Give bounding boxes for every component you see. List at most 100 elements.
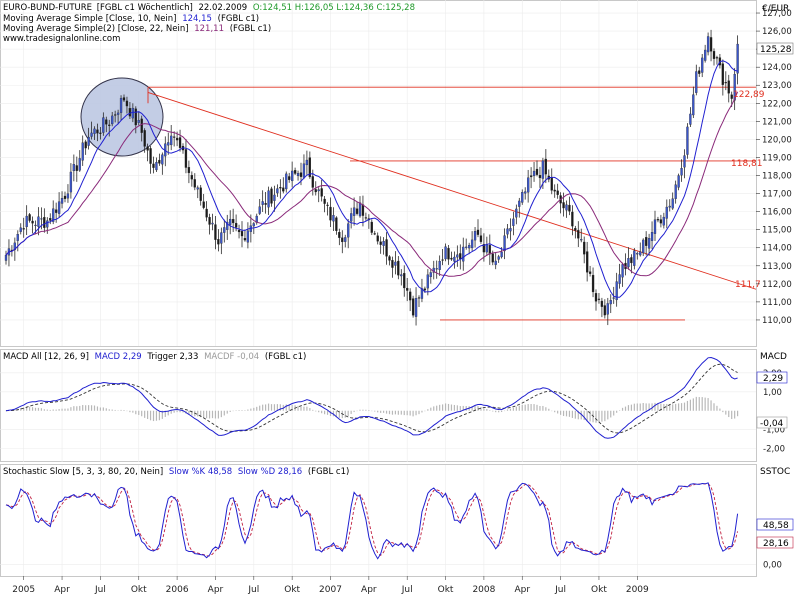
macd-histogram-bar: [303, 407, 304, 411]
macd-histogram-bar: [247, 410, 248, 411]
macd-histogram-bar: [312, 410, 313, 411]
macd-histogram-bar: [528, 404, 529, 411]
candle-body: [297, 173, 299, 176]
macd-histogram-bar: [135, 411, 136, 415]
macd-histogram-bar: [678, 403, 679, 410]
candle-body: [253, 223, 255, 226]
candle-body: [554, 190, 556, 191]
candle-body: [91, 133, 93, 137]
candle-body: [642, 240, 644, 253]
macd-histogram-bar: [480, 407, 481, 411]
candle-body: [492, 254, 494, 262]
macd-histogram-bar: [256, 407, 257, 411]
macd-histogram-bar: [433, 406, 434, 410]
macd-histogram-bar: [41, 408, 42, 411]
candle-body: [453, 257, 455, 261]
macd-tick-label: -2,00: [763, 445, 785, 455]
stoch-gridlines: [0, 465, 756, 577]
macd-value-text: MACD 2,29: [95, 352, 142, 362]
candle-body: [79, 158, 81, 170]
candle-body: [70, 172, 72, 192]
macd-histogram-bar: [300, 407, 301, 411]
macd-histogram-bar: [554, 411, 555, 412]
candle-body: [17, 234, 19, 241]
macd-histogram-bar: [115, 410, 116, 411]
candle-body: [259, 207, 261, 214]
candle-body: [347, 224, 349, 238]
macd-histogram-bar: [286, 404, 287, 410]
candle-body: [515, 209, 517, 217]
candle-body: [604, 306, 606, 316]
macd-histogram-bar: [460, 406, 461, 411]
candle-body: [430, 272, 432, 276]
price-tick-label: 113,00: [762, 262, 792, 272]
macd-histogram-bar: [545, 407, 546, 410]
candle-body: [530, 176, 532, 177]
macd-histogram-bar: [94, 406, 95, 411]
macd-line: [6, 358, 738, 439]
macd-histogram-bar: [50, 410, 51, 411]
trigger-value-text: Trigger 2,33: [146, 352, 198, 362]
macd-histogram-bar: [103, 407, 104, 410]
candle-body: [663, 217, 665, 225]
candle-body: [686, 127, 688, 155]
price-tick-label: 119,00: [762, 153, 792, 163]
candle-body: [459, 253, 461, 259]
candle-body: [96, 130, 98, 133]
macd-histogram-bar: [35, 408, 36, 411]
macd-histogram-bar: [495, 411, 496, 412]
price-candles: [5, 30, 739, 326]
candle-body: [698, 71, 700, 74]
macd-histogram-bar: [708, 398, 709, 411]
candle-body: [448, 248, 450, 259]
macd-src: (FGBL c1): [265, 352, 306, 362]
stoch-src: (FGBL c1): [308, 467, 349, 477]
candle-body: [660, 220, 662, 224]
macd-histogram-bar: [224, 411, 225, 416]
candle-body: [577, 230, 579, 238]
macd-histogram-bar: [250, 409, 251, 411]
candle-body: [627, 258, 629, 267]
macd-histogram-bar: [418, 411, 419, 414]
ma1-value: 124,15: [182, 14, 212, 24]
macd-histogram-bar: [404, 411, 405, 415]
candle-body: [244, 238, 246, 240]
macd-histogram-bar: [345, 411, 346, 418]
candle-body: [672, 199, 674, 208]
time-tick-label: Okt: [131, 585, 147, 595]
macd-histogram-bar: [362, 410, 363, 411]
macd-histogram-bar: [306, 407, 307, 411]
candle-body: [200, 188, 202, 201]
macd-histogram-bar: [731, 411, 732, 419]
candle-body: [353, 208, 355, 216]
macd-histogram-bar: [622, 408, 623, 411]
macd-histogram-bar: [70, 407, 71, 411]
candle-body: [108, 125, 110, 126]
stoch-d-text: Slow %D 28,16: [238, 467, 302, 477]
macd-histogram-bar: [722, 411, 723, 412]
candle-body: [394, 262, 396, 265]
macd-histogram-bar: [687, 401, 688, 411]
macd-histogram-bar: [557, 411, 558, 414]
macd-title: MACD All [12, 26, 9]: [3, 352, 89, 362]
macd-histogram-bar: [610, 411, 611, 418]
macd-histogram-bar: [230, 411, 231, 412]
candle-body: [397, 261, 399, 275]
candle-body: [217, 239, 219, 244]
macd-histogram-bar: [268, 404, 269, 411]
macd-histogram-bar: [448, 404, 449, 411]
macd-histogram-bar: [197, 411, 198, 417]
candle-body: [383, 241, 385, 246]
macd-histogram-bar: [368, 410, 369, 411]
macd-histogram-bar: [584, 411, 585, 420]
candle-body: [701, 58, 703, 73]
macd-histogram-bar: [309, 408, 310, 411]
price-tick-label: 124,00: [762, 63, 792, 73]
macd-histogram-bar: [398, 411, 399, 415]
macd-histogram-bar: [572, 411, 573, 418]
candle-body: [303, 164, 305, 178]
level-label-2: 118,81: [731, 159, 763, 169]
price-tick-label: 123,00: [762, 81, 792, 91]
candle-body: [539, 175, 541, 178]
candle-body: [150, 148, 152, 163]
